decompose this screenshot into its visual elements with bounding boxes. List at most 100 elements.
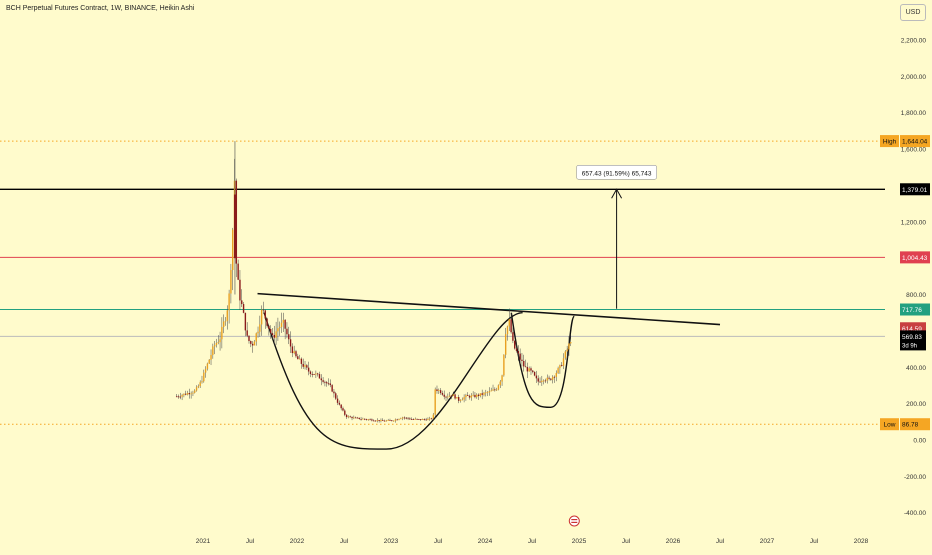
candle-body xyxy=(273,334,275,338)
x-tick-label: 2024 xyxy=(478,538,493,545)
y-tick-label: -200.00 xyxy=(904,474,926,481)
level-name-tag: High xyxy=(883,139,897,146)
measure-label-box xyxy=(576,164,657,180)
candle-body xyxy=(335,393,337,399)
candle-body xyxy=(436,389,438,391)
candle-body xyxy=(302,363,304,367)
candle-body xyxy=(298,358,301,360)
candle-body xyxy=(438,390,440,391)
candle-body xyxy=(309,371,312,374)
candle-body xyxy=(311,373,313,375)
currency-button[interactable]: USD xyxy=(900,4,926,21)
candle-body xyxy=(410,419,413,420)
candle-body xyxy=(275,331,277,338)
candle-body xyxy=(322,380,324,382)
candle-body xyxy=(208,359,210,364)
candle-body xyxy=(365,419,368,420)
candle-body xyxy=(269,329,272,334)
candle-body xyxy=(400,418,402,420)
candle-body xyxy=(472,394,474,396)
candle-body xyxy=(465,395,467,398)
candle-body xyxy=(515,348,518,352)
candle-body xyxy=(342,408,344,411)
candle-body xyxy=(470,395,473,398)
candle-body xyxy=(237,263,239,280)
candle-body xyxy=(418,419,420,420)
level-value-tag-box xyxy=(900,418,930,431)
candle-body xyxy=(250,341,252,344)
candle-body xyxy=(524,366,527,368)
y-tick-label: 400.00 xyxy=(906,365,926,372)
candle-body xyxy=(452,394,454,396)
candle-body xyxy=(268,325,270,330)
candle-body xyxy=(353,417,355,419)
candle-body xyxy=(363,418,366,420)
candle-body xyxy=(255,333,257,342)
candle-body xyxy=(382,419,384,421)
handle-curve[interactable] xyxy=(510,312,575,408)
candle-body xyxy=(226,310,228,321)
candle-body xyxy=(203,372,205,382)
candle-body xyxy=(456,397,458,399)
x-tick-label: 2022 xyxy=(290,538,305,545)
level-value-tag: 1,379.01 xyxy=(902,187,928,194)
x-tick-label: 2025 xyxy=(572,538,587,545)
candle-body xyxy=(344,410,346,415)
candle-body xyxy=(277,328,279,332)
cup-curve[interactable] xyxy=(263,312,523,450)
candle-body xyxy=(259,324,261,332)
candle-body xyxy=(463,397,465,400)
candle-body xyxy=(181,395,183,397)
candle-body xyxy=(195,387,198,391)
candle-body xyxy=(548,377,550,379)
candle-body xyxy=(307,367,310,372)
candle-body xyxy=(448,395,451,397)
candle-body xyxy=(457,397,460,401)
level-value-tag-box xyxy=(900,183,930,196)
level-value-tag: 86.78 xyxy=(902,422,919,429)
candle-body xyxy=(503,354,505,376)
candle-body xyxy=(266,318,268,326)
candle-body xyxy=(490,390,492,392)
candle-body xyxy=(553,376,556,378)
candle-body xyxy=(421,419,424,421)
candle-body xyxy=(358,417,360,419)
y-tick-label: 800.00 xyxy=(906,292,926,299)
candle-body xyxy=(324,381,326,383)
candle-body xyxy=(291,346,294,354)
candle-body xyxy=(476,394,478,398)
candle-body xyxy=(186,393,189,395)
x-tick-label: Jul xyxy=(340,538,349,545)
candle-body xyxy=(284,319,286,329)
candle-body xyxy=(262,309,265,311)
candle-body xyxy=(230,270,232,294)
candle-body xyxy=(485,392,487,394)
y-tick-label: 1,200.00 xyxy=(901,219,927,226)
candle-body xyxy=(385,420,388,422)
candle-body xyxy=(479,393,482,396)
candle-body xyxy=(537,378,539,382)
candle-body xyxy=(405,417,407,419)
candle-body xyxy=(351,417,353,419)
candle-body xyxy=(376,420,379,421)
candle-body xyxy=(219,339,221,343)
x-tick-label: 2027 xyxy=(760,538,775,545)
y-tick-label: 1,800.00 xyxy=(901,110,927,117)
candle-body xyxy=(271,333,274,335)
candle-body xyxy=(313,374,315,375)
trendline[interactable] xyxy=(257,292,721,326)
x-tick-label: Jul xyxy=(622,538,631,545)
candle-body xyxy=(260,309,263,325)
candle-body xyxy=(215,343,218,346)
candle-body xyxy=(360,418,362,420)
candle-body xyxy=(251,343,254,346)
level-value-tag-box xyxy=(900,303,930,316)
flag-icon[interactable] xyxy=(568,515,580,527)
candle-body xyxy=(494,389,496,391)
candle-body xyxy=(383,420,386,422)
candle-body xyxy=(183,393,185,396)
candle-body xyxy=(394,419,397,421)
candle-body xyxy=(430,418,433,420)
